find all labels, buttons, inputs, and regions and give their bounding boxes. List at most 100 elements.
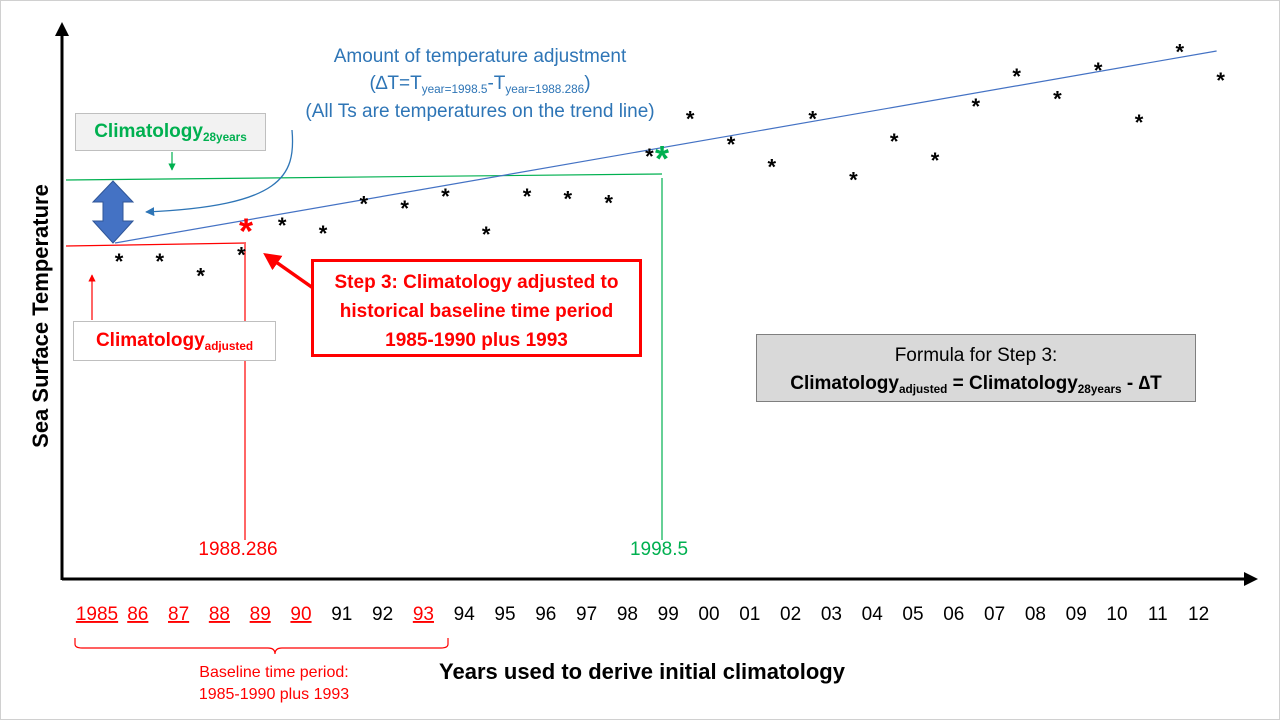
- y-axis-arrowhead: [55, 22, 69, 36]
- x-tick-03: 03: [821, 604, 842, 625]
- data-point-10: *: [482, 222, 491, 247]
- climatology-28years-box: Climatology28years: [75, 113, 266, 151]
- data-point-4: *: [237, 243, 246, 268]
- reference-star-1998: *: [655, 138, 669, 179]
- climatology-adj-sub: adjusted: [204, 340, 254, 354]
- data-point-6: *: [319, 221, 328, 246]
- climatology-28years-line: [65, 173, 663, 181]
- trend-line: [114, 50, 1217, 244]
- x-tick-12: 12: [1188, 604, 1209, 625]
- data-point-2: *: [156, 249, 165, 274]
- x-tick-04: 04: [862, 604, 884, 625]
- x-tick-labels: 1985 86 87 88 89 90 91 92 93 94 95 96 97 98 99 00 01 02 03…: [76, 604, 1209, 625]
- data-point-7: *: [360, 191, 369, 216]
- x-tick-86: 86: [127, 604, 148, 625]
- data-point-24: *: [1053, 87, 1062, 112]
- baseline-label: Baseline time period: 1985-1990 plus 199…: [199, 662, 349, 706]
- x-tick-06: 06: [943, 604, 964, 625]
- formula-rhs: Climatology: [969, 373, 1078, 394]
- x-tick-08: 08: [1025, 604, 1046, 625]
- x-tick-96: 96: [535, 604, 556, 625]
- data-point-23: *: [1012, 64, 1021, 89]
- step3-line-1: Step 3: Climatology adjusted to: [334, 272, 619, 293]
- data-point-21: *: [931, 148, 940, 173]
- data-point-11: *: [523, 184, 532, 209]
- climatology-adjusted-box: Climatologyadjusted: [73, 321, 276, 361]
- adjustment-pointer-arrow: [145, 129, 294, 217]
- y-axis-label: Sea Surface Temperature: [28, 184, 53, 448]
- climatology-28-base: Climatology: [94, 121, 203, 142]
- x-tick-93: 93: [413, 604, 434, 625]
- data-point-5: *: [278, 213, 287, 238]
- data-points: * * * * * * * * * * * * * * * * * * * * * * * * * * * *: [115, 39, 1226, 288]
- data-point-14: *: [645, 144, 654, 169]
- formula-minus: -: [1121, 373, 1139, 394]
- x-tick-89: 89: [250, 604, 271, 625]
- step3-box: Step 3: Climatology adjusted to historic…: [311, 259, 642, 357]
- formula-title: Formula for Step 3:: [894, 345, 1058, 366]
- x-tick-97: 97: [576, 604, 597, 625]
- step3-line-2: historical baseline time period: [339, 301, 614, 322]
- formula-sub-1998: year=1998.5: [421, 83, 488, 97]
- climatology-28-sub: 28years: [202, 131, 247, 145]
- x-tick-1985: 1985: [76, 604, 118, 625]
- data-point-25: *: [1094, 58, 1103, 83]
- formula-expression: Climatologyadjusted = Climatology28years…: [757, 370, 1195, 398]
- data-point-13: *: [604, 191, 613, 216]
- x-tick-10: 10: [1106, 604, 1127, 625]
- formula-rhs-sub: 28years: [1077, 383, 1122, 397]
- data-point-27: *: [1176, 39, 1185, 64]
- formula-box: Formula for Step 3: Climatologyadjusted …: [756, 334, 1196, 402]
- x-tick-90: 90: [290, 604, 311, 625]
- baseline-line-2: 1985-1990 plus 1993: [198, 686, 350, 703]
- x-tick-91: 91: [331, 604, 352, 625]
- data-point-12: *: [564, 187, 573, 212]
- adjustment-formula: (∆T=Tyear=1998.5-Tyear=1988.286): [369, 73, 590, 95]
- step3-pointer-arrow: [263, 252, 315, 290]
- formula-prefix: (∆T=T: [369, 73, 422, 94]
- reference-star-1988: *: [239, 211, 253, 252]
- baseline-bracket: [74, 638, 449, 655]
- data-point-9: *: [441, 184, 450, 209]
- data-point-1: *: [115, 249, 124, 274]
- data-point-26: *: [1135, 110, 1144, 135]
- x-tick-92: 92: [372, 604, 393, 625]
- data-point-18: *: [808, 107, 817, 132]
- x-tick-01: 01: [739, 604, 760, 625]
- x-tick-11: 11: [1148, 604, 1168, 625]
- data-point-19: *: [849, 167, 858, 192]
- delta-t-double-arrow-icon: [91, 180, 135, 244]
- climatology-adjusted-line: [65, 242, 247, 247]
- x-tick-09: 09: [1066, 604, 1087, 625]
- formula-lhs: Climatology: [790, 373, 899, 394]
- data-point-16: *: [727, 132, 736, 157]
- baseline-line-1: Baseline time period:: [199, 664, 349, 681]
- x-axis-arrowhead: [1244, 572, 1258, 586]
- data-point-17: *: [768, 155, 777, 180]
- formula-sub-1988: year=1988.286: [505, 83, 585, 97]
- data-point-3: *: [196, 263, 205, 288]
- x-tick-95: 95: [494, 604, 515, 625]
- data-point-28: *: [1216, 68, 1225, 93]
- data-point-8: *: [400, 196, 409, 221]
- x-tick-05: 05: [902, 604, 923, 625]
- reference-label-1998: 1998.5: [629, 539, 689, 560]
- x-tick-88: 88: [209, 604, 230, 625]
- formula-suffix: ): [584, 73, 591, 94]
- adjustment-title: Amount of temperature adjustment: [333, 46, 627, 67]
- formula-lhs-sub: adjusted: [898, 383, 948, 397]
- formula-equals: =: [947, 373, 970, 394]
- formula-delta: ∆T: [1138, 373, 1162, 394]
- data-point-15: *: [686, 107, 695, 132]
- x-tick-99: 99: [658, 604, 679, 625]
- x-tick-98: 98: [617, 604, 638, 625]
- climatology-adj-base: Climatology: [95, 330, 205, 351]
- formula-mid: -T: [487, 73, 506, 94]
- x-tick-07: 07: [984, 604, 1005, 625]
- step3-line-3: 1985-1990 plus 1993: [385, 330, 568, 351]
- data-point-22: *: [972, 94, 981, 119]
- x-tick-02: 02: [780, 604, 801, 625]
- x-tick-94: 94: [454, 604, 476, 625]
- x-axis-label: Years used to derive initial climatology: [439, 659, 845, 684]
